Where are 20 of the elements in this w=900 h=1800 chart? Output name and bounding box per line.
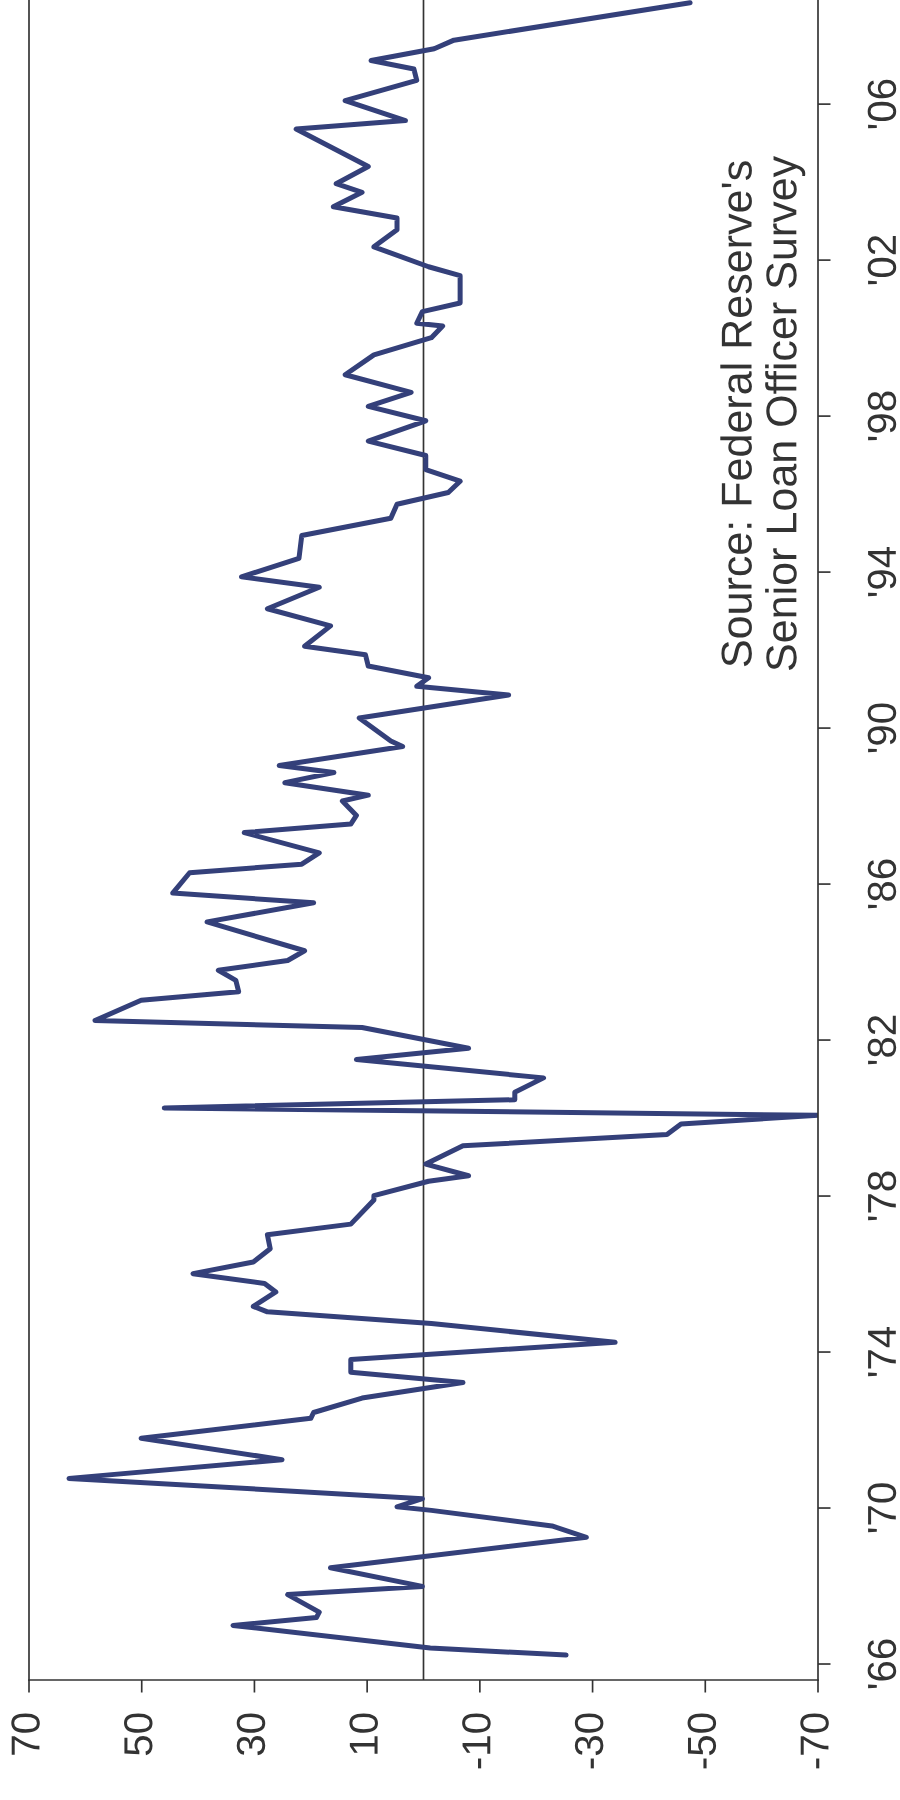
y-tick-label: '02 bbox=[867, 235, 897, 285]
x-tick-label: -50 bbox=[687, 1713, 717, 1769]
y-tick-label: '98 bbox=[867, 391, 897, 441]
y-tick-label: '90 bbox=[867, 703, 897, 753]
annotation: Source: Federal Reserve's Senior Loan Officer Survey bbox=[720, 155, 806, 671]
y-tick-label: '86 bbox=[867, 859, 897, 909]
x-tick-label: 30 bbox=[236, 1713, 266, 1756]
y-tick-label: '82 bbox=[867, 1015, 897, 1065]
x-tick-label: 50 bbox=[124, 1713, 153, 1756]
x-tick-label: 70 bbox=[11, 1713, 40, 1755]
x-tick-label: -70 bbox=[800, 1713, 829, 1769]
y-tick-label: '06 bbox=[867, 79, 897, 129]
x-tick-label: -30 bbox=[574, 1713, 604, 1769]
x-tick-label: 10 bbox=[349, 1713, 378, 1754]
y-tick-label: '78 bbox=[867, 1171, 897, 1221]
y-tick-label: '70 bbox=[867, 1483, 897, 1533]
y-tick-label: '94 bbox=[867, 547, 897, 597]
y-tick-label: '74 bbox=[868, 1326, 896, 1377]
x-tick-label: -10 bbox=[462, 1713, 491, 1769]
y-tick-label: '66 bbox=[867, 1639, 897, 1689]
